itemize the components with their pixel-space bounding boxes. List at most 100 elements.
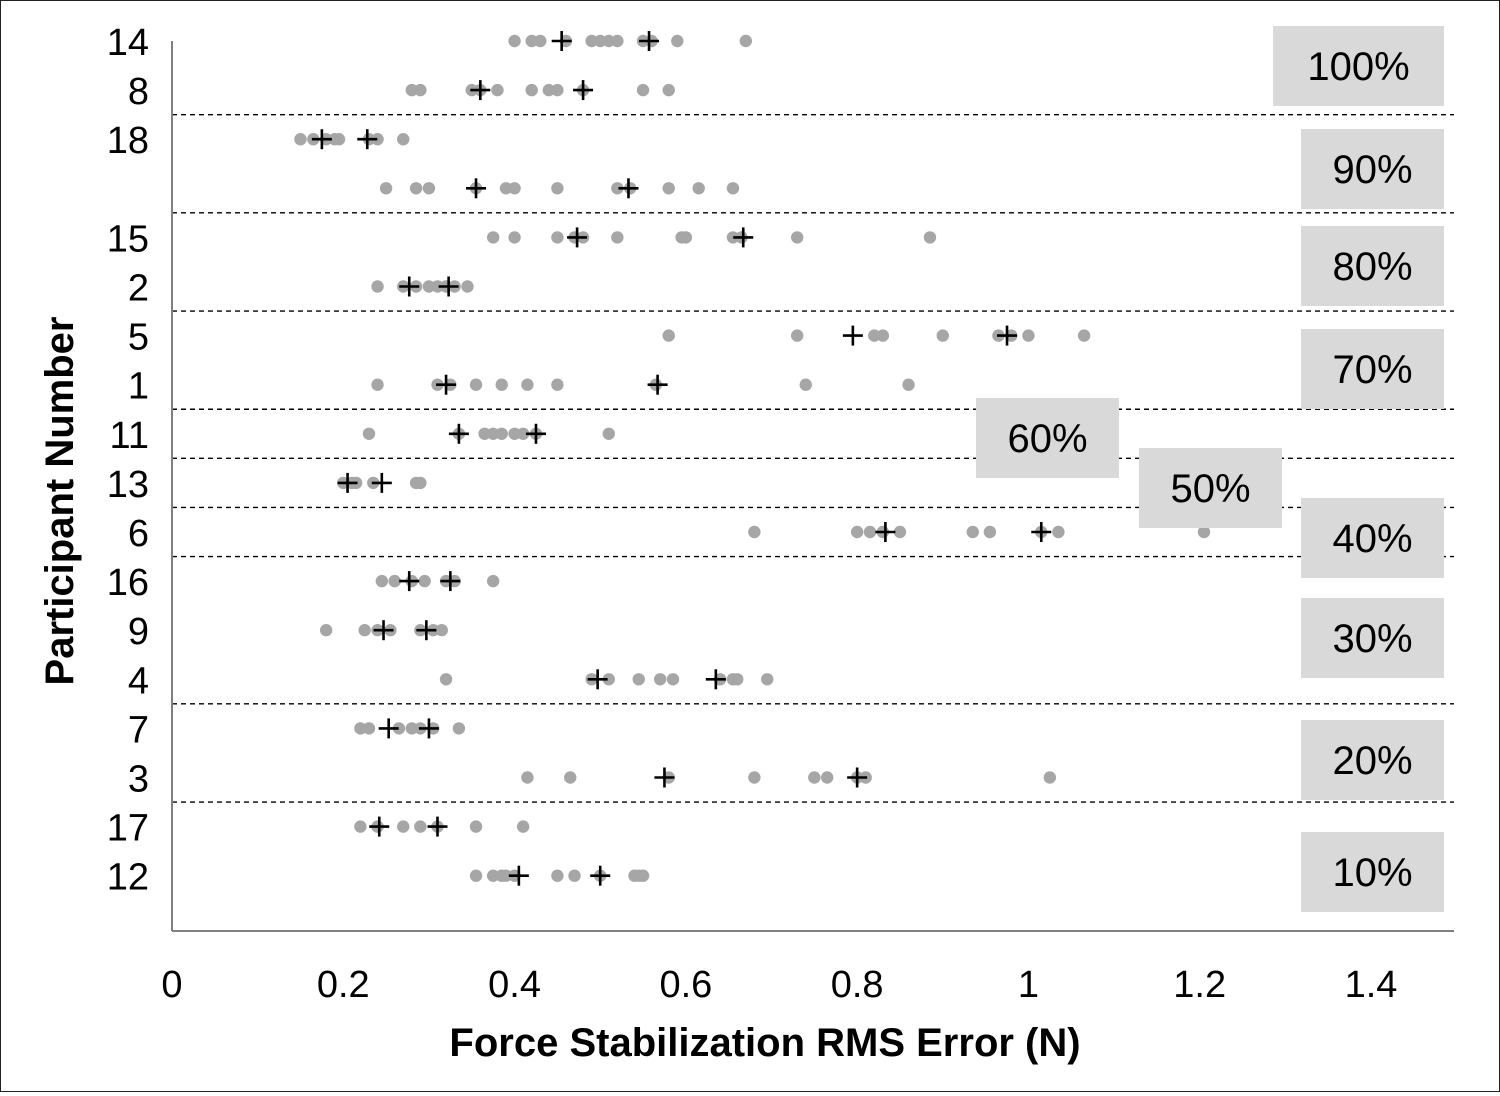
trial-point: [486, 869, 500, 882]
trial-point: [761, 673, 774, 686]
group-label-text: 60%: [1007, 417, 1087, 461]
trial-point: [371, 378, 384, 391]
trial-point: [893, 525, 907, 539]
trial-point: [397, 820, 410, 833]
trial-point: [868, 329, 881, 342]
trial-point: [525, 34, 538, 48]
mean-marker: [427, 816, 448, 837]
mean-marker: [399, 276, 420, 297]
trial-point: [375, 574, 389, 588]
mean-marker: [337, 472, 358, 493]
trial-point: [551, 231, 564, 244]
mean-marker: [357, 129, 378, 150]
group-label-box: 60%: [976, 398, 1119, 478]
trial-point: [551, 378, 564, 391]
trial-point: [422, 182, 436, 195]
trial-point: [594, 34, 607, 48]
trial-point: [662, 182, 675, 195]
trial-point: [332, 133, 346, 146]
y-tick-label: 1: [128, 366, 149, 408]
trial-point: [491, 83, 504, 97]
trial-point: [354, 722, 367, 735]
trial-point: [820, 771, 834, 784]
trial-point: [319, 624, 333, 637]
group-labels: 100% 90% 80% 70% 60% 50% 40% 30% 20% 10%: [976, 26, 1444, 912]
group-label-box: 10%: [1301, 832, 1444, 912]
trial-point: [358, 624, 371, 637]
trial-point: [469, 378, 483, 391]
group-label-box: 20%: [1301, 720, 1444, 800]
trial-point: [808, 771, 821, 784]
trial-points: [294, 34, 1211, 882]
group-label-box: 30%: [1301, 598, 1444, 678]
y-tick-label: 17: [107, 808, 149, 850]
trial-point: [486, 574, 500, 588]
trial-point: [508, 34, 521, 48]
trial-point: [602, 673, 615, 686]
trial-point: [551, 182, 564, 195]
group-label-text: 100%: [1307, 45, 1409, 89]
mean-marker: [448, 423, 469, 444]
trial-point: [1077, 329, 1091, 342]
x-axis-title: Force Stabilization RMS Error (N): [449, 1021, 1080, 1065]
trial-point: [392, 722, 406, 735]
trial-point: [469, 820, 483, 833]
mean-marker: [875, 522, 896, 542]
group-label-text: 30%: [1332, 617, 1412, 661]
mean-marker: [733, 227, 754, 248]
trial-point: [542, 83, 556, 97]
y-tick-label: 15: [107, 218, 149, 260]
trial-point: [508, 231, 521, 244]
mean-marker: [587, 669, 608, 690]
mean-marker: [466, 178, 487, 199]
trial-point: [371, 133, 384, 146]
y-tick-label: 5: [128, 317, 149, 359]
mean-marker: [470, 80, 491, 101]
trial-point: [790, 329, 804, 342]
trial-point: [902, 378, 915, 391]
mean-marker: [567, 227, 588, 248]
trial-point: [636, 869, 650, 882]
trial-point: [486, 427, 500, 440]
mean-marker: [647, 374, 668, 395]
group-label-text: 50%: [1170, 467, 1250, 511]
y-tick-label: 2: [128, 268, 149, 310]
group-label-box: 80%: [1301, 226, 1444, 306]
y-tick-label: 6: [128, 513, 149, 555]
trial-point: [602, 427, 615, 440]
trial-point: [564, 771, 577, 784]
trial-point: [461, 280, 474, 293]
trial-point: [521, 378, 534, 391]
trial-point: [354, 820, 367, 833]
y-tick-label: 4: [128, 660, 149, 702]
trial-point: [726, 182, 740, 195]
x-tick-label: 0.4: [488, 964, 541, 1006]
trial-point: [414, 476, 427, 490]
mean-marker: [618, 178, 639, 199]
trial-point: [521, 771, 534, 784]
trial-point: [499, 869, 513, 882]
trial-point: [478, 427, 491, 440]
x-tick-label: 0: [161, 964, 182, 1006]
trial-point: [636, 83, 650, 97]
trial-point: [362, 722, 376, 735]
trial-point: [1197, 525, 1211, 539]
trial-point: [739, 34, 753, 48]
group-label-text: 40%: [1332, 517, 1412, 561]
x-tick-label: 0.2: [317, 964, 370, 1006]
trial-point: [508, 427, 521, 440]
trial-point: [294, 133, 307, 146]
trial-point: [799, 378, 812, 391]
group-label-box: 100%: [1273, 26, 1444, 106]
trial-point: [602, 34, 615, 48]
mean-marker: [1031, 522, 1052, 542]
y-tick-label: 18: [107, 120, 149, 162]
y-tick-label: 12: [107, 857, 149, 899]
mean-marker: [369, 816, 390, 837]
trial-point: [414, 820, 427, 833]
x-tick-label: 0.6: [659, 964, 712, 1006]
mean-marker: [311, 129, 332, 150]
mean-marker: [573, 80, 594, 101]
y-tick-label: 13: [107, 464, 149, 506]
